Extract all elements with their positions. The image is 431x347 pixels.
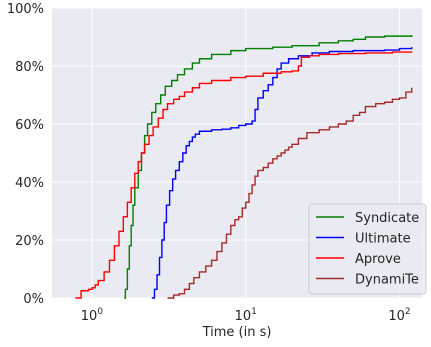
series-line-ultimate: [151, 47, 413, 299]
series-line-aprove: [75, 51, 413, 299]
x-tick-label: 101: [235, 307, 257, 324]
x-tick-base: 10: [388, 309, 405, 324]
series-line-dynamite: [167, 87, 413, 299]
series-line-syndicate: [124, 34, 413, 299]
y-tick-label: 40%: [15, 176, 44, 191]
x-tick-label: 100: [81, 307, 104, 324]
legend-label-aprove: Aprove: [355, 252, 401, 267]
series-lines: [75, 34, 413, 299]
y-tick-labels: 0% 20% 40% 60% 80% 100%: [7, 2, 44, 307]
legend: Syndicate Ultimate Aprove DynamiTe: [308, 203, 427, 295]
y-tick-label: 60%: [15, 118, 44, 133]
y-tick-label: 80%: [15, 60, 44, 75]
y-tick-label: 20%: [15, 234, 44, 249]
y-tick-label: 100%: [7, 2, 44, 17]
legend-label-ultimate: Ultimate: [355, 232, 411, 247]
x-tick-base: 10: [81, 309, 98, 324]
legend-label-dynamite: DynamiTe: [355, 273, 419, 288]
grid-lines: [52, 7, 422, 299]
x-tick-exponent: 1: [251, 307, 257, 317]
legend-box: [308, 203, 427, 295]
x-tick-label: 102: [388, 307, 410, 324]
legend-label-syndicate: Syndicate: [355, 211, 419, 226]
x-tick-base: 10: [235, 309, 252, 324]
y-tick-label: 0%: [23, 292, 44, 307]
x-axis-label: Time (in s): [202, 325, 272, 340]
x-tick-exponent: 2: [405, 307, 411, 317]
x-tick-labels: 100 101 102: [81, 307, 411, 324]
x-tick-exponent: 0: [97, 307, 103, 317]
